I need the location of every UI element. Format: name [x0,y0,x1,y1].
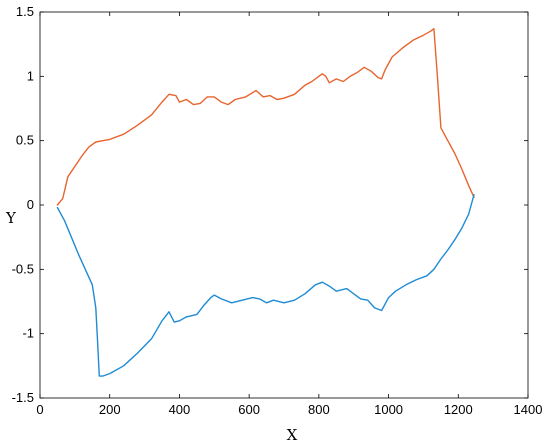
series-group [56,28,475,377]
x-tick-label: 1400 [514,402,543,417]
y-tick-label: -1 [22,326,34,341]
x-tick-label: 400 [169,402,191,417]
y-tick-label: -0.5 [12,261,34,276]
y-tick-label: 0.5 [16,133,34,148]
x-tick-label: 1200 [444,402,473,417]
y-tick-label: -1.5 [12,390,34,405]
plot-area [39,11,529,399]
x-tick-label: 200 [99,402,121,417]
x-tick-label: 1000 [374,402,403,417]
x-tick-label: 0 [36,402,43,417]
axis-ticks [39,11,529,399]
x-tick-labels: 0 200 400 600 800 1000 1200 1400 [36,402,542,417]
y-tick-label: 1.5 [16,4,34,19]
series-line-lower [56,194,475,377]
x-tick-label: 800 [308,402,330,417]
y-tick-labels: -1.5 -1 -0.5 0 0.5 1 1.5 [12,4,34,405]
x-axis-label: X [287,426,298,444]
series-line-upper [56,28,475,206]
y-tick-label: 0 [27,197,34,212]
y-tick-label: 1 [27,68,34,83]
x-tick-label: 600 [238,402,260,417]
y-axis-label: Y [5,209,17,227]
